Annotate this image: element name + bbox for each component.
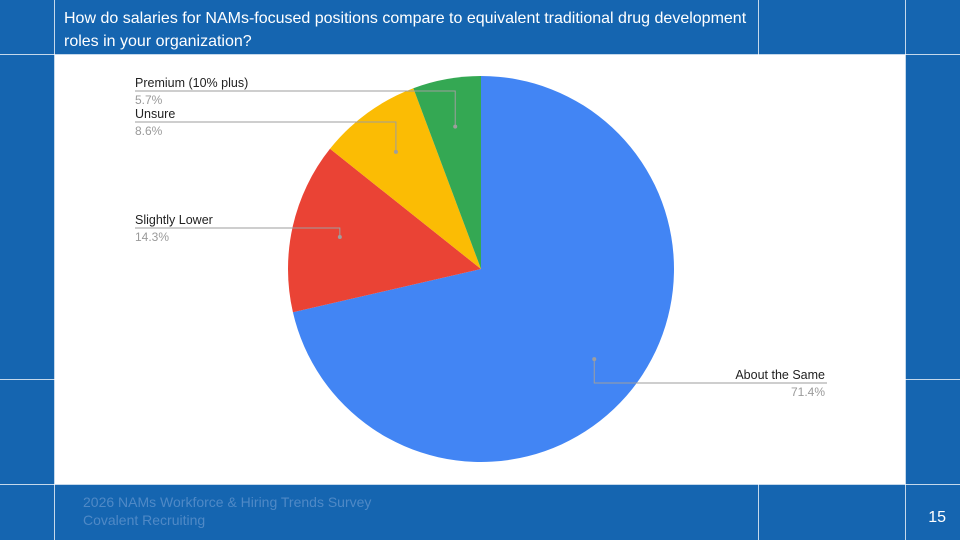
slice-value-about-the-same: 71.4%	[791, 385, 825, 399]
slice-value-premium-10-plus: 5.7%	[135, 93, 163, 107]
footer-company-name: Covalent Recruiting	[83, 512, 206, 528]
leader-line-premium-10-plus	[135, 90, 456, 127]
grid-line-vertical-right	[905, 0, 906, 540]
pie-slice-slightly-lower	[288, 148, 481, 313]
pie-slices	[288, 76, 674, 462]
page-number: 15	[928, 509, 946, 526]
slice-label-about-the-same: About the Same	[735, 368, 825, 382]
leader-dot-slightly-lower	[337, 234, 342, 239]
pie-slice-unsure	[329, 88, 481, 269]
leader-line-unsure	[135, 121, 397, 152]
grid-line-horizontal-bottom	[0, 484, 960, 485]
grid-line-vertical-left	[54, 0, 55, 540]
slice-value-slightly-lower: 14.3%	[135, 230, 169, 244]
pie-chart-panel: About the Same 71.4% Slightly Lower 14.3% Un…	[55, 55, 905, 484]
leader-dot-about-the-same	[592, 357, 597, 362]
leader-dot-premium-10-plus	[453, 124, 458, 129]
pie-slice-premium-10-plus	[413, 76, 481, 269]
slice-label-unsure: Unsure	[135, 107, 175, 121]
slice-label-premium-10-plus: Premium (10% plus)	[135, 76, 248, 90]
pie-chart: About the Same 71.4% Slightly Lower 14.3% Un…	[135, 76, 827, 462]
slice-value-unsure: 8.6%	[135, 124, 163, 138]
footer-survey-title: 2026 NAMs Workforce & Hiring Trends Surv…	[83, 494, 372, 510]
slice-label-slightly-lower: Slightly Lower	[135, 213, 213, 227]
pie-labels: About the Same 71.4% Slightly Lower 14.3% Un…	[135, 76, 827, 399]
pie-slice-about-the-same	[292, 76, 674, 462]
leader-line-slightly-lower	[135, 227, 341, 237]
slide-question-title: How do salaries for NAMs-focused positio…	[64, 10, 747, 50]
leader-dot-unsure	[393, 149, 398, 154]
leader-line-about-the-same	[593, 359, 827, 384]
grid-line-horizontal-top	[0, 54, 960, 55]
